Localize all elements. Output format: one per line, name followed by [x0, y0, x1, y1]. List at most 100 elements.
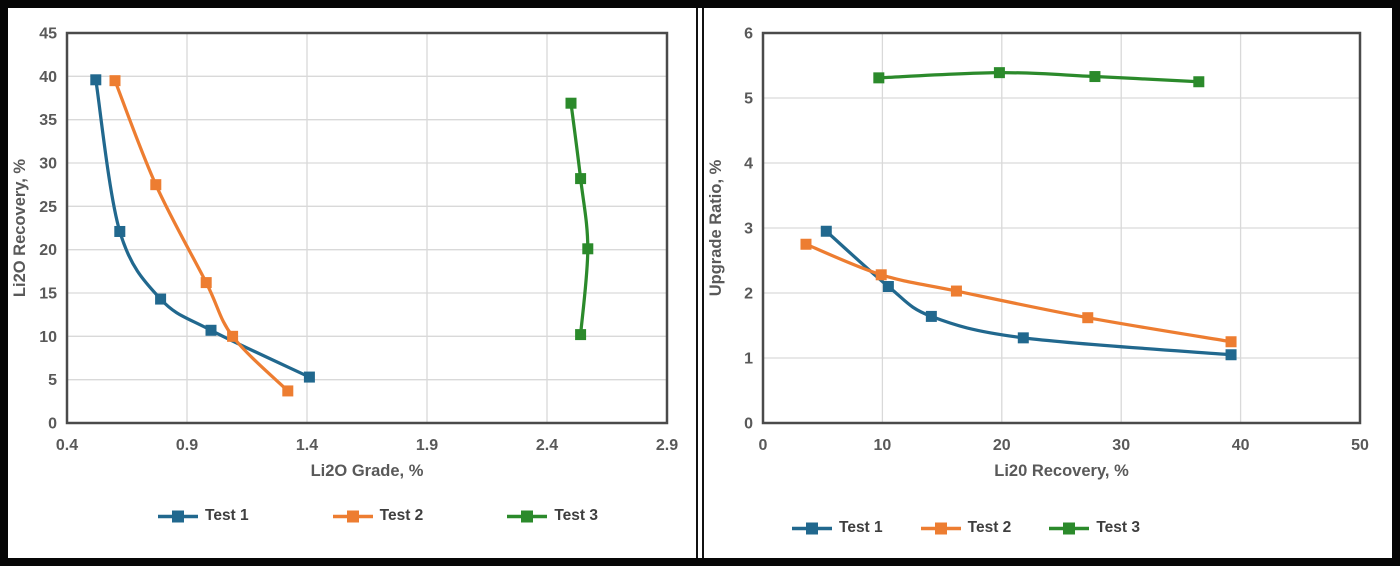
- y-tick-label: 4: [744, 156, 753, 173]
- legend-label: Test 1: [839, 519, 883, 536]
- data-point-marker: [1225, 336, 1237, 348]
- legend-label: Test 1: [205, 507, 249, 524]
- data-point-marker: [575, 173, 587, 185]
- x-tick-label: 30: [1112, 437, 1130, 454]
- x-tick-label: 0: [759, 437, 768, 454]
- data-point-marker: [993, 67, 1005, 79]
- y-tick-label: 5: [744, 91, 753, 108]
- test-3-line-marker-icon: [507, 510, 548, 522]
- data-point-marker: [1193, 76, 1205, 88]
- y-tick-label: 0: [48, 416, 57, 433]
- data-point-marker: [155, 293, 167, 305]
- legend-square-marker: [934, 522, 947, 534]
- y-axis-tick-labels: 0 1 2 3 4 5 6: [744, 26, 753, 433]
- legend-square-marker: [346, 510, 359, 522]
- x-axis-tick-labels: 0.4 0.9 1.4 1.9 2.4 2.9: [56, 437, 678, 454]
- data-point-marker: [565, 97, 577, 109]
- data-point-marker: [114, 225, 126, 237]
- data-point-marker: [575, 329, 587, 341]
- data-point-marker: [227, 330, 239, 342]
- y-axis-tick-labels: 0 5 10 15 20 25 30 35 40 45: [39, 26, 57, 433]
- data-point-marker: [1082, 312, 1094, 324]
- series-line: [804, 242, 1233, 344]
- y-tick-label: 30: [39, 156, 57, 173]
- y-tick-label: 20: [39, 242, 57, 259]
- y-tick-label: 35: [39, 112, 57, 129]
- legend-square-marker: [521, 510, 534, 522]
- x-axis-tick-labels: 0 10 20 30 40 50: [759, 437, 1369, 454]
- data-point-marker: [1225, 349, 1237, 361]
- y-tick-label: 5: [48, 372, 57, 389]
- y-tick-label: 2: [744, 286, 753, 303]
- grade-vs-recovery-chart: 0 5 10 15 20 25 30 35 40 45 0.4 0.9 1.4 1.9 2.4 2.9 Li2O…: [11, 26, 678, 481]
- y-tick-label: 40: [39, 69, 57, 86]
- legend-square-marker: [1063, 522, 1076, 534]
- x-tick-label: 1.4: [296, 437, 318, 454]
- plot-frame: [761, 31, 1362, 425]
- data-point-marker: [205, 324, 217, 336]
- data-point-marker: [109, 75, 121, 87]
- data-point-marker: [1017, 332, 1029, 344]
- data-point-marker: [820, 225, 832, 237]
- legend-square-marker: [172, 510, 184, 522]
- x-tick-label: 10: [874, 437, 892, 454]
- y-tick-label: 3: [744, 221, 753, 238]
- right-chart-panel: 0 1 2 3 4 5 6 0 10 20 30 40 50 Li20 Recovery, % Upgrad…: [704, 8, 1392, 558]
- data-point-marker: [950, 285, 962, 297]
- x-tick-label: 0.4: [56, 437, 78, 454]
- gridlines: [66, 32, 668, 424]
- data-point-marker: [925, 310, 937, 322]
- legend-label: Test 3: [1096, 519, 1140, 536]
- x-tick-label: 0.9: [176, 437, 198, 454]
- x-tick-label: 20: [993, 437, 1011, 454]
- series-test-2: [800, 238, 1237, 348]
- right-chart-legend: Test 1 Test 2 Test 3: [704, 519, 1392, 537]
- data-point-marker: [882, 281, 894, 292]
- series-line: [113, 79, 290, 393]
- data-point-marker: [800, 238, 812, 250]
- y-tick-label: 25: [39, 199, 57, 216]
- data-point-marker: [582, 243, 594, 255]
- x-tick-label: 50: [1351, 437, 1369, 454]
- y-axis-title: Upgrade Ratio, %: [707, 159, 725, 296]
- x-tick-label: 2.4: [536, 437, 558, 454]
- legend-item-test-3: Test 3: [1049, 519, 1140, 537]
- plot-frame: [65, 31, 669, 425]
- series-line: [94, 78, 312, 379]
- y-axis-title: Li2O Recovery, %: [11, 159, 29, 298]
- left-chart-panel: 0 5 10 15 20 25 30 35 40 45 0.4 0.9 1.4 1.9 2.4 2.9 Li2O…: [8, 8, 696, 558]
- test-1-line-marker-icon: [158, 510, 198, 522]
- series-test-3: [565, 97, 594, 341]
- legend-label: Test 2: [379, 507, 424, 524]
- series-test-1: [90, 74, 315, 383]
- test-1-line-marker-icon: [792, 522, 832, 534]
- x-tick-label: 1.9: [416, 437, 438, 454]
- data-point-marker: [875, 269, 887, 281]
- legend-square-marker: [806, 522, 818, 534]
- y-tick-label: 10: [39, 329, 57, 346]
- test-2-line-marker-icon: [920, 522, 961, 534]
- panel-divider: [696, 8, 704, 558]
- legend-item-test-1: Test 1: [158, 507, 249, 525]
- left-chart-legend: Test 1 Test 2 Test 3: [8, 507, 696, 525]
- test-2-line-marker-icon: [332, 510, 373, 522]
- gridlines: [762, 32, 1361, 424]
- series-test-3: [873, 67, 1205, 88]
- x-axis-title: Li20 Recovery, %: [994, 462, 1129, 480]
- data-point-marker: [90, 74, 102, 86]
- y-tick-label: 45: [39, 26, 57, 43]
- data-point-marker: [303, 371, 315, 383]
- legend-item-test-2: Test 2: [332, 507, 424, 525]
- recovery-vs-upgrade-ratio-chart: 0 1 2 3 4 5 6 0 10 20 30 40 50 Li20 Recovery, % Upgrad…: [707, 26, 1369, 481]
- series-line: [569, 101, 590, 337]
- data-point-marker: [873, 72, 885, 84]
- y-tick-label: 1: [744, 351, 753, 368]
- series-line: [877, 71, 1201, 84]
- data-point-marker: [150, 179, 162, 191]
- legend-label: Test 3: [554, 507, 598, 524]
- series-test-2: [109, 75, 294, 397]
- legend-item-test-2: Test 2: [920, 519, 1011, 537]
- test-3-line-marker-icon: [1049, 522, 1090, 534]
- x-axis-title: Li2O Grade, %: [311, 462, 424, 480]
